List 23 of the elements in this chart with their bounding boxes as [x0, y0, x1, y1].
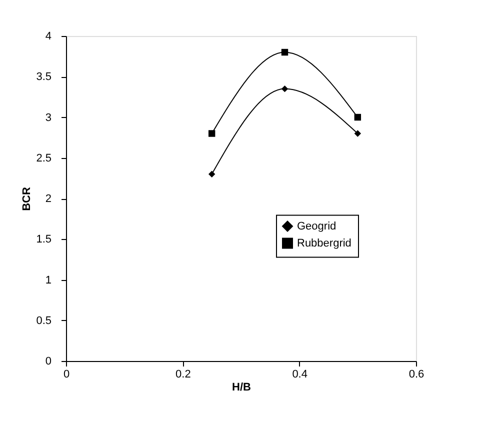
x-tick-label: 0.2	[176, 368, 191, 380]
y-tick-label: 2.5	[36, 152, 52, 164]
x-tick-label: 0.4	[292, 368, 308, 380]
y-axis-title: BCR	[21, 187, 34, 211]
y-tick-label: 0	[45, 356, 52, 368]
x-tick-label: 0.6	[408, 368, 424, 380]
legend-label: Rubbergrid	[297, 237, 352, 250]
legend-label: Geogrid	[297, 220, 336, 232]
y-tick-label: 4	[45, 30, 52, 42]
y-tick-label: 3	[45, 112, 52, 124]
point	[208, 170, 216, 178]
x-axis-title: H/B	[232, 382, 252, 394]
point	[354, 114, 362, 121]
x-tick-label: 0	[63, 368, 70, 380]
y-tick-label: 1	[45, 274, 52, 286]
y-tick-label: 2	[45, 193, 52, 205]
y-tick-label: 1.5	[36, 234, 52, 246]
point	[281, 48, 288, 56]
point	[354, 130, 362, 137]
point	[208, 130, 216, 137]
y-tick-label: 3.5	[36, 71, 52, 84]
y-tick-label: 0.5	[36, 314, 52, 327]
point	[281, 85, 288, 92]
